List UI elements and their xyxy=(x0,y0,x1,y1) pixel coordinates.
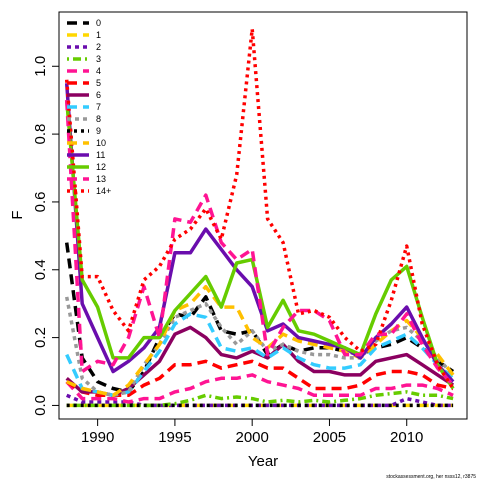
x-tick-label: 2000 xyxy=(235,429,268,446)
legend-label: 1 xyxy=(96,30,101,40)
legend-label: 6 xyxy=(96,90,101,100)
series-line-8 xyxy=(64,296,455,398)
legend-label: 4 xyxy=(96,66,101,76)
series-line-4 xyxy=(65,373,454,404)
series-line-14plus xyxy=(64,27,455,390)
legend-label: 11 xyxy=(96,150,105,160)
legend-label: 5 xyxy=(96,78,101,88)
legend-label: 12 xyxy=(96,162,106,172)
y-tick-label: 0.2 xyxy=(32,327,49,348)
y-tick-label: 1.0 xyxy=(32,56,49,77)
axes-layer: 1990 1995 2000 2005 2010 0.0 0.2 0.4 0.6 0.8 1.0 xyxy=(32,56,423,446)
legend-label: 8 xyxy=(96,114,101,124)
y-tick-label: 0.6 xyxy=(32,192,49,213)
series-line-13 xyxy=(64,100,455,387)
legend-label: 9 xyxy=(96,126,101,136)
credit-text: stockassessment.org, her nsss12, r3875 xyxy=(386,474,476,480)
x-tick-label: 1990 xyxy=(81,429,114,446)
y-tick-label: 0.4 xyxy=(32,259,49,280)
x-tick-label: 1995 xyxy=(158,429,191,446)
legend-label: 3 xyxy=(96,54,101,64)
series-line-7 xyxy=(65,312,455,398)
legend-label: 14+ xyxy=(96,186,111,196)
series-line-10 xyxy=(65,284,455,398)
legend-label: 7 xyxy=(96,102,101,112)
legend-label: 0 xyxy=(96,18,101,28)
series-layer xyxy=(64,27,455,408)
legend-label: 2 xyxy=(96,42,101,52)
x-tick-label: 2005 xyxy=(313,429,346,446)
x-tick-label: 2010 xyxy=(390,429,423,446)
y-tick-label: 0.8 xyxy=(32,124,49,145)
x-axis-title: Year xyxy=(248,453,278,470)
y-tick-label: 0.0 xyxy=(32,395,49,416)
legend-label: 13 xyxy=(96,174,106,184)
series-line-5 xyxy=(65,359,454,398)
series-line-12 xyxy=(64,100,455,390)
legend-label: 10 xyxy=(96,138,106,148)
series-line-6 xyxy=(65,325,455,398)
y-axis-title: F xyxy=(9,210,26,219)
